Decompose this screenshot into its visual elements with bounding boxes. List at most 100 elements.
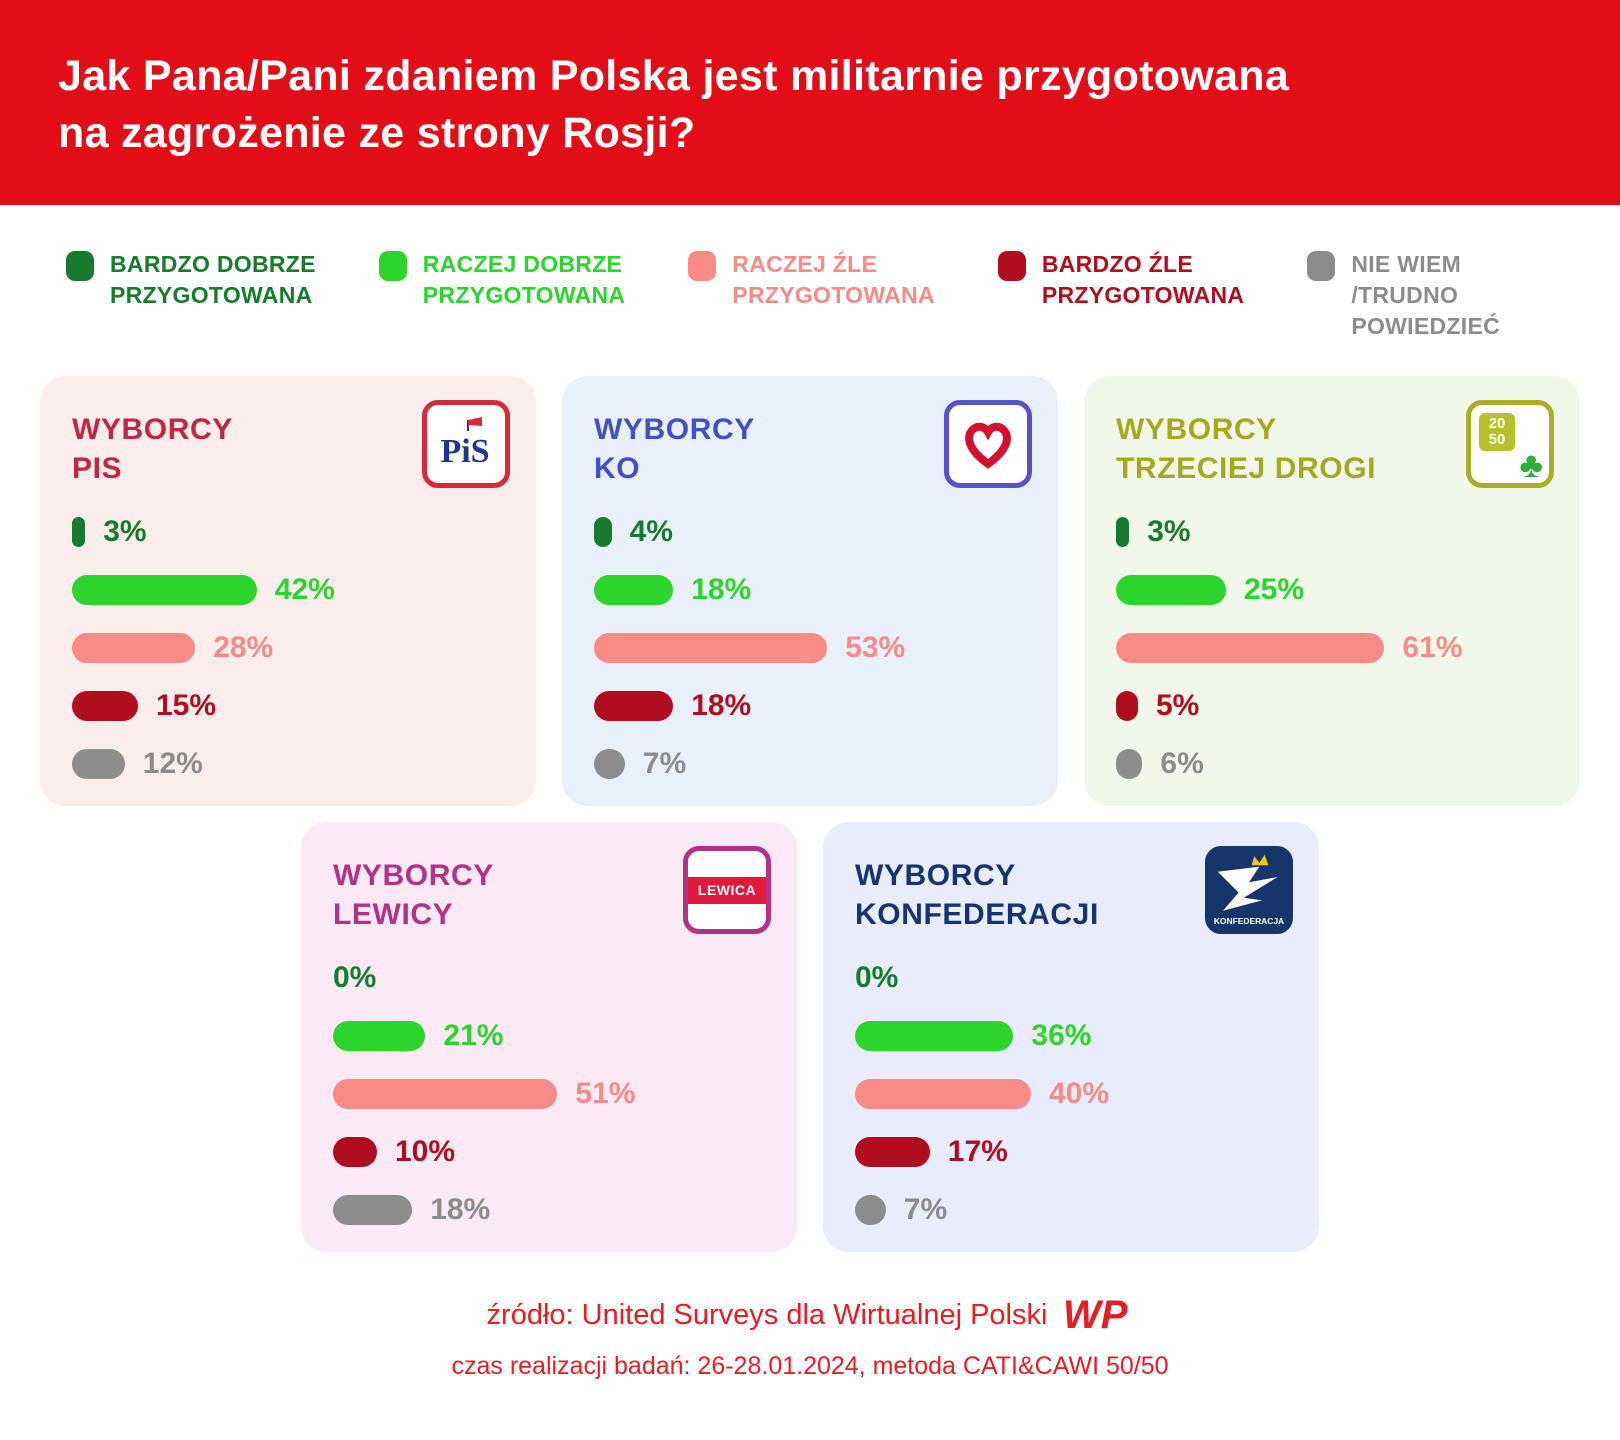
bar-konfederacja-2 <box>855 1079 1031 1110</box>
bar-value-trzecia-droga-2: 61% <box>1402 631 1463 665</box>
lewica-logo: LEWICA <box>683 846 771 935</box>
legend-label-bardzo-dobrze: BARDZO DOBRZE PRZYGOTOWANA <box>110 251 316 309</box>
bar-ko-0 <box>594 517 612 548</box>
bar-row-lewica-0: 0% <box>333 956 767 1000</box>
bar-value-konfederacja-2: 40% <box>1049 1077 1110 1111</box>
bar-row-trzecia-droga-4: 6% <box>1116 742 1550 786</box>
bars-konfederacja: 0% 36% 40% 17% 7% <box>855 956 1289 1232</box>
bar-lewica-2 <box>333 1079 558 1110</box>
legend-item-bardzo-zle: BARDZO ŹLE PRZYGOTOWANA <box>997 249 1245 311</box>
panel-title-trzecia-droga: WYBORCY TRZECIEJ DROGI <box>1116 413 1377 486</box>
bar-value-trzecia-droga-3: 5% <box>1156 689 1200 723</box>
polska-2050-mark: 20 50 <box>1479 413 1515 451</box>
infographic-root: Jak Pana/Pani zdaniem Polska jest milita… <box>0 0 1620 1381</box>
bar-value-lewica-0: 0% <box>333 961 377 995</box>
bar-value-ko-2: 53% <box>845 631 906 665</box>
bar-row-lewica-4: 18% <box>333 1188 767 1232</box>
ko-logo <box>944 400 1032 489</box>
konfederacja-logo: KONFEDERACJA <box>1205 846 1293 935</box>
footer-source-line: źródło: United Surveys dla Wirtualnej Po… <box>0 1292 1620 1338</box>
bar-value-pis-1: 42% <box>274 573 335 607</box>
bar-row-ko-1: 18% <box>594 568 1028 612</box>
legend: BARDZO DOBRZE PRZYGOTOWANA RACZEJ DOBRZE PR… <box>0 249 1620 342</box>
psl-clover-icon: ♣ <box>1519 444 1543 486</box>
pis-logo: PiS <box>422 400 510 489</box>
bar-value-pis-2: 28% <box>213 631 274 665</box>
bar-row-pis-2: 28% <box>72 626 506 670</box>
panel-pis: WYBORCY PIS PiS 3% 42% 28% 15% 12% <box>40 376 536 807</box>
bar-row-ko-0: 4% <box>594 510 1028 554</box>
panel-title-lewica: WYBORCY LEWICY <box>333 859 494 932</box>
page-title: Jak Pana/Pani zdaniem Polska jest milita… <box>58 48 1560 162</box>
bar-value-ko-4: 7% <box>642 747 687 781</box>
bar-row-ko-2: 53% <box>594 626 1028 670</box>
bar-trzecia-droga-2 <box>1116 633 1385 664</box>
bar-konfederacja-1 <box>855 1021 1014 1052</box>
title-line-2: na zagrożenie ze strony Rosji? <box>58 108 696 157</box>
footer: źródło: United Surveys dla Wirtualnej Po… <box>0 1292 1620 1381</box>
panels-row-2: WYBORCY LEWICY LEWICA 0% 21% 51% 10% 18% WYBORCY… <box>0 822 1620 1253</box>
bar-pis-0 <box>72 517 86 548</box>
bar-ko-4 <box>594 749 625 780</box>
bar-pis-4 <box>72 749 125 780</box>
wp-logo: WP <box>1063 1292 1133 1338</box>
panel-title-konfederacja: WYBORCY KONFEDERACJI <box>855 859 1099 932</box>
svg-text:WP: WP <box>1063 1293 1128 1337</box>
title-line-1: Jak Pana/Pani zdaniem Polska jest milita… <box>58 52 1290 100</box>
panel-title-ko: WYBORCY KO <box>594 413 755 486</box>
header: Jak Pana/Pani zdaniem Polska jest milita… <box>0 0 1620 205</box>
bar-trzecia-droga-0 <box>1116 517 1130 548</box>
bar-row-pis-4: 12% <box>72 742 506 786</box>
bar-row-konfederacja-3: 17% <box>855 1130 1289 1174</box>
svg-text:KONFEDERACJA: KONFEDERACJA <box>1214 916 1284 926</box>
bar-ko-1 <box>594 575 674 606</box>
legend-label-raczej-zle: RACZEJ ŹLE PRZYGOTOWANA <box>732 251 935 309</box>
legend-item-raczej-dobrze: RACZEJ DOBRZE PRZYGOTOWANA <box>378 249 626 311</box>
bar-value-konfederacja-3: 17% <box>947 1135 1008 1169</box>
bar-row-ko-3: 18% <box>594 684 1028 728</box>
bar-row-trzecia-droga-3: 5% <box>1116 684 1550 728</box>
bar-row-konfederacja-1: 36% <box>855 1014 1289 1058</box>
bar-value-ko-1: 18% <box>691 573 752 607</box>
bar-value-lewica-3: 10% <box>395 1135 456 1169</box>
bar-row-trzecia-droga-1: 25% <box>1116 568 1550 612</box>
legend-label-nie-wiem: NIE WIEM/TRUDNO POWIEDZIEĆ <box>1351 251 1500 340</box>
bar-value-konfederacja-4: 7% <box>903 1193 948 1227</box>
panel-ko: WYBORCY KO 4% 18% 53% 18% 7% <box>562 376 1058 807</box>
bar-value-pis-4: 12% <box>142 747 203 781</box>
source-text: źródło: United Surveys dla Wirtualnej Po… <box>486 1298 1048 1331</box>
bardzo-dobrze-color-chip <box>66 251 94 281</box>
bar-ko-3 <box>594 691 674 722</box>
bar-konfederacja-3 <box>855 1137 930 1168</box>
legend-label-raczej-dobrze: RACZEJ DOBRZE PRZYGOTOWANA <box>422 251 626 309</box>
bardzo-zle-color-chip <box>997 251 1026 281</box>
bar-row-pis-0: 3% <box>72 510 506 554</box>
lewica-band: LEWICA <box>688 876 766 904</box>
bar-row-pis-3: 15% <box>72 684 506 728</box>
bar-trzecia-droga-4 <box>1116 749 1143 780</box>
panels-row-1: WYBORCY PIS PiS 3% 42% 28% 15% 12% WYBORCY KO 4% 18… <box>0 376 1620 807</box>
trzecia-droga-logo: 20 50 ♣ <box>1466 400 1554 489</box>
bar-row-trzecia-droga-0: 3% <box>1116 510 1550 554</box>
bar-value-pis-3: 15% <box>156 689 217 723</box>
bar-value-ko-0: 4% <box>629 515 673 549</box>
bar-row-lewica-3: 10% <box>333 1130 767 1174</box>
bar-row-trzecia-droga-2: 61% <box>1116 626 1550 670</box>
bar-row-lewica-1: 21% <box>333 1014 767 1058</box>
bar-row-konfederacja-2: 40% <box>855 1072 1289 1116</box>
bar-row-konfederacja-0: 0% <box>855 956 1289 1000</box>
raczej-zle-color-chip <box>688 251 717 281</box>
bar-value-trzecia-droga-1: 25% <box>1244 573 1305 607</box>
bar-value-lewica-2: 51% <box>575 1077 636 1111</box>
bar-row-lewica-2: 51% <box>333 1072 767 1116</box>
legend-item-raczej-zle: RACZEJ ŹLE PRZYGOTOWANA <box>688 249 935 311</box>
bar-value-lewica-4: 18% <box>430 1193 491 1227</box>
panel-trzecia-droga: WYBORCY TRZECIEJ DROGI 20 50 ♣ 3% 25% 61% 5% 6% <box>1084 376 1580 807</box>
legend-label-bardzo-zle: BARDZO ŹLE PRZYGOTOWANA <box>1041 251 1245 309</box>
bar-value-konfederacja-1: 36% <box>1031 1019 1092 1053</box>
bars-lewica: 0% 21% 51% 10% 18% <box>333 956 767 1232</box>
bar-konfederacja-4 <box>855 1195 886 1226</box>
bar-trzecia-droga-3 <box>1116 691 1138 722</box>
bar-ko-2 <box>594 633 828 664</box>
bars-trzecia-droga: 3% 25% 61% 5% 6% <box>1116 510 1550 786</box>
